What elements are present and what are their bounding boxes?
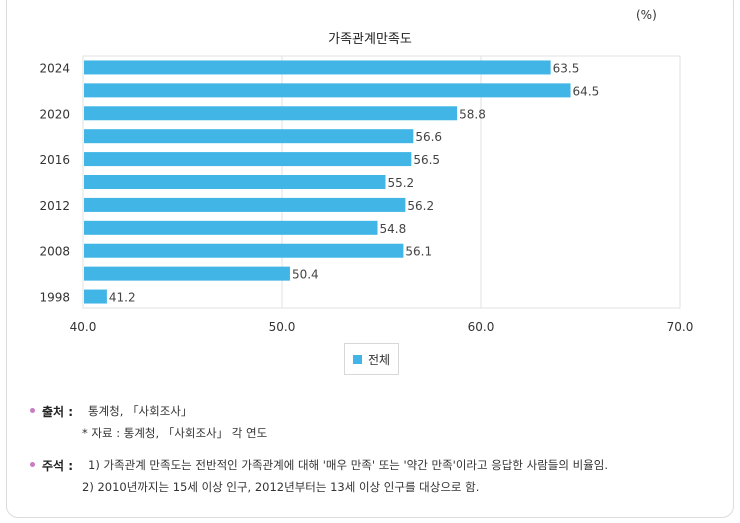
bar xyxy=(84,175,386,189)
data-label: 41.2 xyxy=(109,291,136,305)
legend-swatch xyxy=(352,354,362,364)
x-tick-label: 70.0 xyxy=(667,320,694,334)
bullet-icon xyxy=(30,408,35,413)
data-label: 56.5 xyxy=(413,153,440,167)
y-tick-label: 2008 xyxy=(39,245,70,259)
y-tick-label: 1998 xyxy=(39,291,70,305)
bar xyxy=(84,129,414,144)
x-tick-label: 50.0 xyxy=(269,320,296,334)
source-sub-text: * 자료 : 통계청, 「사회조사」 각 연도 xyxy=(82,426,268,440)
y-tick-label: 2012 xyxy=(39,199,70,213)
remark-sub-text: 2) 2010년까지는 15세 이상 인구, 2012년부터는 13세 이상 인… xyxy=(82,480,480,494)
data-label: 50.4 xyxy=(292,268,319,282)
data-label: 56.1 xyxy=(405,245,432,259)
data-label: 56.2 xyxy=(407,199,434,213)
bar xyxy=(84,243,404,258)
y-tick-label: 2024 xyxy=(39,61,70,75)
x-tick-label: 40.0 xyxy=(70,320,97,334)
bar-chart: 40.0 50.0 60.0 70.0 63.5 2024 64.5 58.8 2020 56.6… xyxy=(39,55,694,334)
bar xyxy=(84,220,378,235)
bar xyxy=(84,106,458,121)
legend[interactable]: 전체 xyxy=(344,343,399,375)
data-label: 55.2 xyxy=(387,176,414,190)
data-label: 58.8 xyxy=(459,107,486,121)
remark-text: 1) 가족관계 만족도는 전반적인 가족관계에 대해 '매우 만족' 또는 '약… xyxy=(88,458,608,472)
remark-sub-note: 2) 2010년까지는 15세 이상 인구, 2012년부터는 13세 이상 인… xyxy=(30,479,608,501)
chart-title: 가족관계만족도 xyxy=(328,32,412,47)
source-note: 출처 : 통계청, 「사회조사」 xyxy=(30,403,608,425)
bar xyxy=(84,197,406,212)
data-label: 63.5 xyxy=(553,61,580,75)
bar xyxy=(84,152,412,167)
bar xyxy=(84,60,551,75)
data-label: 56.6 xyxy=(415,130,442,144)
bar xyxy=(84,266,290,281)
y-tick-label: 2016 xyxy=(39,153,70,167)
bar xyxy=(84,83,571,98)
source-text: 통계청, 「사회조사」 xyxy=(88,404,193,418)
source-label: 출처 : xyxy=(42,405,74,419)
data-label: 64.5 xyxy=(573,84,600,98)
y-tick-label: 2020 xyxy=(39,107,70,121)
bar xyxy=(84,289,107,304)
x-tick-label: 60.0 xyxy=(468,320,495,334)
notes: 출처 : 통계청, 「사회조사」 * 자료 : 통계청, 「사회조사」 각 연도… xyxy=(30,403,608,501)
remark-label: 주석 : xyxy=(42,459,74,473)
legend-label: 전체 xyxy=(367,352,391,367)
bullet-icon xyxy=(30,462,35,467)
unit-label: (%) xyxy=(636,8,657,22)
data-label: 54.8 xyxy=(380,222,407,236)
source-sub-note: * 자료 : 통계청, 「사회조사」 각 연도 xyxy=(30,425,608,447)
remark-note: 주석 : 1) 가족관계 만족도는 전반적인 가족관계에 대해 '매우 만족' … xyxy=(30,457,608,479)
